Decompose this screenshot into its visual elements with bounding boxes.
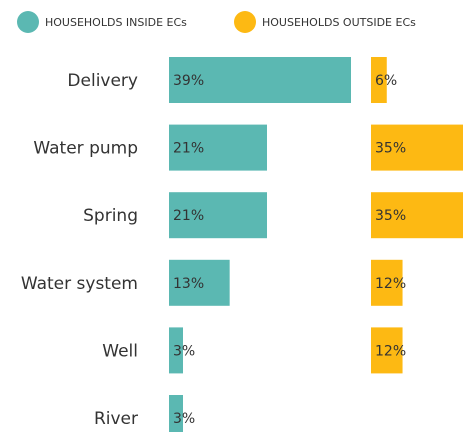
value-label: 12% [375,276,406,292]
bar [371,124,463,171]
bar [169,124,267,171]
category-label: Water pump [33,139,138,159]
value-label: 39% [173,73,204,89]
bar [169,395,183,432]
value-label: 3% [173,411,195,427]
bar [371,259,403,306]
value-label: 35% [375,141,406,157]
category-label: Water system [21,274,138,294]
value-label: 12% [375,343,406,359]
category-label: River [94,409,138,429]
value-label: 21% [173,208,204,224]
bar [169,259,230,306]
bar [371,327,403,374]
value-label: 35% [375,208,406,224]
bar [169,57,351,103]
value-label: 6% [375,73,397,89]
legend-label: HOUSEHOLDS INSIDE ECs [45,16,187,29]
legend-label: HOUSEHOLDS OUTSIDE ECs [262,16,416,29]
bar [371,57,387,103]
bar [169,192,267,239]
value-label: 3% [173,343,195,359]
legend-swatch [17,11,39,33]
value-label: 13% [173,276,204,292]
category-label: Spring [83,206,138,226]
category-label: Well [102,341,138,361]
bar [169,327,183,374]
legend-swatch [234,11,256,33]
value-label: 21% [173,141,204,157]
bar [371,192,463,239]
category-label: Delivery [67,71,138,91]
